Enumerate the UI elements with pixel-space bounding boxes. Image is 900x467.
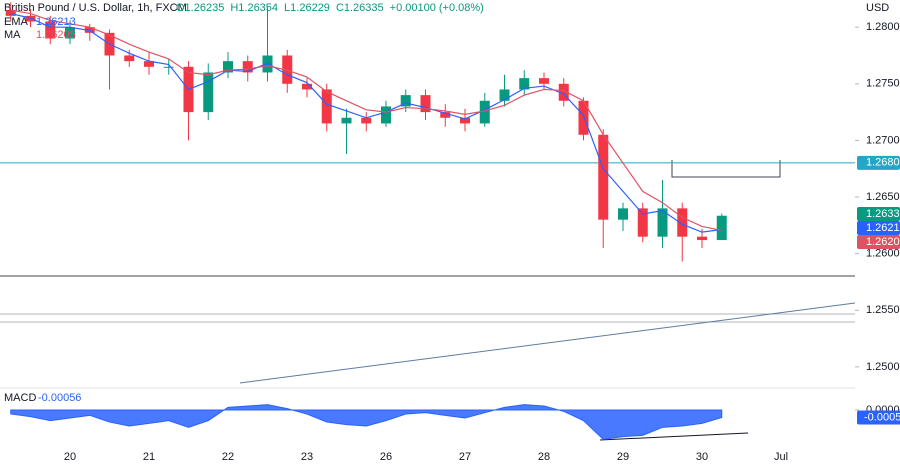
ohlc-value: +0.00100 (+0.08%) xyxy=(390,2,484,14)
x-tick-label: 20 xyxy=(64,451,76,463)
legend-name: EMA xyxy=(4,16,29,28)
currency-label: USD xyxy=(866,2,889,14)
candle-body xyxy=(539,78,549,84)
ruler-drawing xyxy=(671,160,781,178)
x-tick-label: 23 xyxy=(301,451,313,463)
candle-body xyxy=(65,27,75,39)
candle-body xyxy=(223,61,233,73)
candle-body xyxy=(321,89,332,124)
candle-body xyxy=(5,10,16,16)
candle-body xyxy=(242,61,253,73)
price-tag-label: 1.26213 xyxy=(866,222,900,234)
candle-body xyxy=(45,21,56,39)
candle-body xyxy=(341,117,352,124)
candle-body xyxy=(302,83,312,90)
x-tick-label: 30 xyxy=(696,451,708,463)
level-label: 1.26802 xyxy=(866,157,900,169)
candle-body xyxy=(381,106,391,124)
price-tag-label: 1.26335 xyxy=(866,208,900,220)
indicator-line xyxy=(10,9,722,232)
candle-body xyxy=(400,95,411,107)
candle-body xyxy=(519,78,530,90)
candle-body xyxy=(460,117,470,124)
candle-body xyxy=(657,208,668,237)
legend-name: MA xyxy=(4,29,21,41)
ohlc-value: H1.26354 xyxy=(230,2,278,14)
ohlc-value: O1.26235 xyxy=(176,2,224,14)
candle-body xyxy=(677,208,688,237)
candle-body xyxy=(578,100,589,135)
x-tick-label: 26 xyxy=(380,451,392,463)
chart-title: British Pound / U.S. Dollar, 1h, FXCM xyxy=(4,2,187,14)
candle-body xyxy=(479,100,490,124)
y-tick-label: 1.26000 xyxy=(866,248,900,260)
candle-body xyxy=(361,117,372,124)
trend-line xyxy=(239,302,856,384)
x-tick-label: Jul xyxy=(774,451,788,463)
price-tag xyxy=(857,221,900,235)
y-tick-label: 1.28000 xyxy=(866,21,900,33)
x-tick-label: 29 xyxy=(617,451,629,463)
macd-value-tag: -0.00056 xyxy=(864,411,900,423)
candle-body xyxy=(558,83,569,101)
price-tag xyxy=(857,207,900,221)
indicator-line xyxy=(10,13,722,233)
candle-body xyxy=(499,89,510,101)
price-tag xyxy=(857,235,900,249)
level-tag xyxy=(857,155,900,170)
candle-body xyxy=(203,72,214,113)
trend-line xyxy=(599,432,749,441)
y-tick-label: 1.27500 xyxy=(866,78,900,90)
macd-name: MACD xyxy=(4,392,36,404)
y-tick-label: 1.26500 xyxy=(866,191,900,203)
ohlc-value: C1.26335 xyxy=(336,2,384,14)
candle-body xyxy=(420,95,431,113)
candle-body xyxy=(637,208,648,237)
legend-value: 1.26205 xyxy=(36,29,76,41)
ohlc-value: L1.26229 xyxy=(284,2,330,14)
price-tag-label: 1.26205 xyxy=(866,236,900,248)
y-tick-label: 1.27000 xyxy=(866,134,900,146)
x-tick-label: 28 xyxy=(538,451,550,463)
macd-area xyxy=(10,404,723,440)
x-tick-label: 22 xyxy=(222,451,234,463)
candle-body xyxy=(618,208,628,220)
macd-tag xyxy=(857,410,900,425)
candle-body xyxy=(440,112,451,118)
candle-body xyxy=(163,66,174,68)
legend-value: 1.26213 xyxy=(36,16,76,28)
candle-body xyxy=(697,236,707,241)
x-tick-label: 21 xyxy=(143,451,155,463)
y-tick-label: 1.25500 xyxy=(866,304,900,316)
candle-body xyxy=(716,215,727,241)
candle-body xyxy=(144,61,154,67)
candle-body xyxy=(598,134,609,220)
candle-body xyxy=(124,55,135,62)
x-tick-label: 27 xyxy=(459,451,471,463)
macd-value: -0.00056 xyxy=(38,392,81,404)
